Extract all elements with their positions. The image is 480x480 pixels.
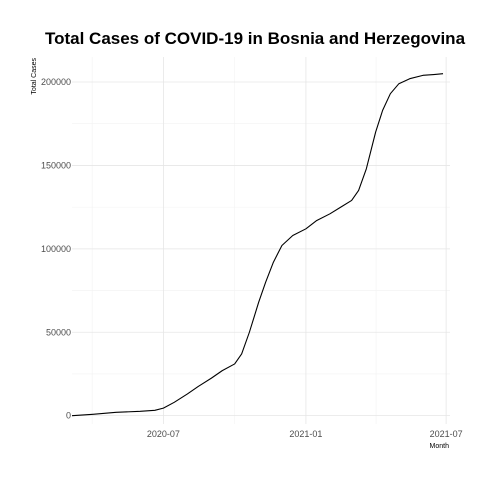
y-tick-label: 0 <box>66 411 71 421</box>
grid <box>72 57 450 424</box>
y-axis-ticks: 0 50000 100000 150000 200000 <box>41 77 71 421</box>
y-tick-label: 150000 <box>41 160 71 170</box>
x-tick-label: 2021-01 <box>289 429 322 439</box>
total-cases-line <box>71 73 444 417</box>
series-layer <box>71 73 444 417</box>
x-axis-ticks: 2020-07 2021-01 2021-07 <box>147 429 463 439</box>
x-tick-label: 2021-07 <box>430 429 463 439</box>
y-tick-label: 100000 <box>41 244 71 254</box>
x-tick-label: 2020-07 <box>147 429 180 439</box>
y-axis-title: Total Cases <box>31 58 38 95</box>
chart-title: Total Cases of COVID-19 in Bosnia and He… <box>45 29 466 48</box>
y-tick-label: 200000 <box>41 77 71 87</box>
x-axis-title: Month <box>430 443 450 450</box>
y-tick-label: 50000 <box>46 327 71 337</box>
